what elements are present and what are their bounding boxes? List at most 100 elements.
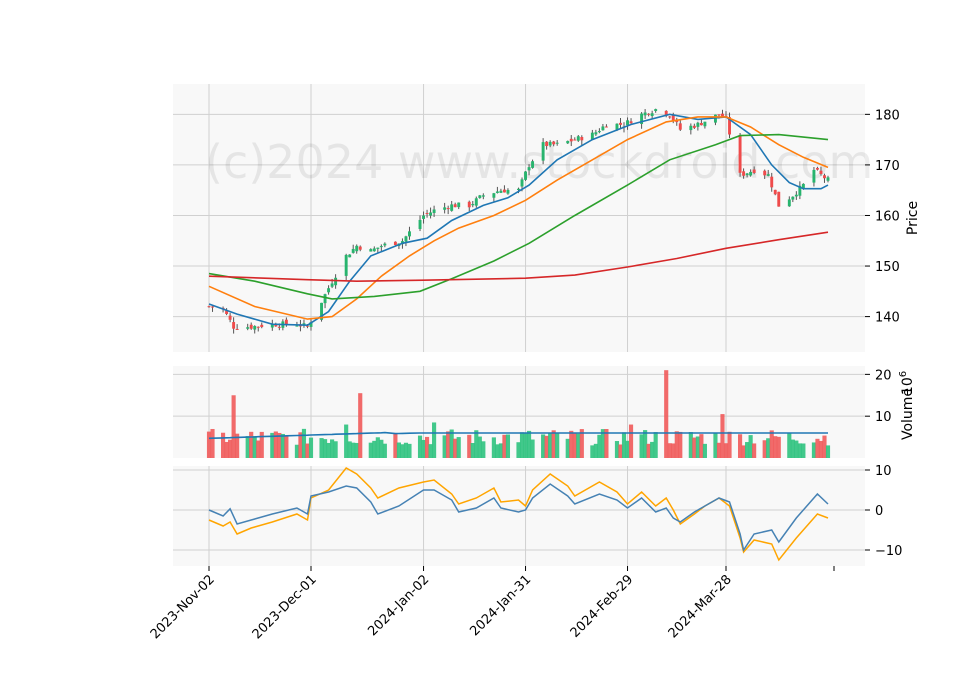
volume-bar <box>720 414 725 458</box>
candle-body <box>232 322 236 329</box>
candle <box>626 117 629 130</box>
candle-body <box>689 125 693 131</box>
volume-bar <box>477 436 482 458</box>
candle-body <box>826 177 830 181</box>
candle-body <box>791 196 795 200</box>
candle-body <box>274 324 278 327</box>
candle <box>668 115 672 119</box>
volume-bar <box>259 431 264 458</box>
volume-bar <box>228 439 233 458</box>
volume-bar <box>671 443 676 458</box>
candle <box>369 248 373 252</box>
candle-body <box>379 246 383 248</box>
candle <box>327 285 331 295</box>
candle-body <box>499 190 503 193</box>
volume-axis-label: Volume <box>900 388 916 440</box>
candle <box>207 305 211 308</box>
candle <box>569 135 573 147</box>
volume-bar <box>614 441 620 458</box>
candle <box>348 254 352 258</box>
volume-bar <box>752 443 757 458</box>
candle-body <box>640 113 644 124</box>
price-axis-label: Price <box>905 201 921 235</box>
candle <box>506 188 510 195</box>
candle-body <box>643 112 647 116</box>
volume-bar <box>358 393 363 458</box>
candle <box>457 202 461 210</box>
candle-body <box>812 169 816 183</box>
candle-body <box>351 248 355 253</box>
panel-1-background <box>173 84 865 352</box>
candle <box>302 319 306 328</box>
candle <box>601 123 605 131</box>
volume-bar <box>639 434 644 458</box>
candle-body <box>823 175 826 179</box>
candle <box>478 194 482 199</box>
y-tick-label: 160 <box>875 209 900 224</box>
candle-body <box>443 207 447 210</box>
candle-body <box>692 125 696 128</box>
candle-body <box>696 122 700 127</box>
volume-bar <box>305 443 310 458</box>
y-tick-label: 150 <box>875 260 900 275</box>
candle <box>383 242 387 248</box>
candle-body <box>330 283 334 287</box>
candle-body <box>383 243 387 246</box>
candle-body <box>766 174 770 176</box>
volume-exponent-label: 106 <box>898 371 916 395</box>
candle <box>619 118 622 130</box>
candle-body <box>541 142 545 161</box>
volume-bar <box>393 433 398 458</box>
volume-bar <box>815 438 820 458</box>
candle-body <box>580 137 584 141</box>
candle-body <box>492 193 496 198</box>
candle-body <box>228 315 232 320</box>
candle-body <box>295 325 299 327</box>
candle-body <box>520 179 524 187</box>
volume-bar <box>664 370 669 458</box>
candle-body <box>566 140 570 144</box>
candle-body <box>393 241 397 246</box>
candle <box>643 109 647 119</box>
volume-bar <box>280 433 285 458</box>
candle <box>815 166 819 171</box>
candle-body <box>253 326 257 330</box>
candle <box>502 185 506 193</box>
candle-body <box>770 176 774 188</box>
candle <box>432 205 436 217</box>
volume-bar <box>678 431 683 458</box>
volume-bar <box>604 429 609 458</box>
volume-bar <box>688 432 693 458</box>
candle <box>323 293 327 309</box>
candle-body <box>548 141 552 146</box>
volume-bar <box>579 429 584 458</box>
candle-body <box>481 195 485 197</box>
candle <box>752 166 756 175</box>
volume-bar <box>621 432 627 458</box>
candle <box>812 166 816 187</box>
y-tick-label: 10 <box>875 464 892 479</box>
volume-bar <box>424 436 430 458</box>
candle-body <box>372 248 376 252</box>
volume-bar <box>565 438 570 458</box>
candle <box>355 244 359 254</box>
volume-bar <box>695 436 700 458</box>
candle-body <box>277 326 281 328</box>
candle-body <box>457 202 461 208</box>
candle-body <box>664 110 668 116</box>
candle-body <box>615 123 619 130</box>
volume-bar <box>797 443 802 458</box>
candle <box>425 209 429 218</box>
volume-bar <box>576 433 581 458</box>
moving-average-line-2 <box>208 116 829 320</box>
volume-bar <box>625 440 630 458</box>
volume-bar <box>600 429 605 458</box>
candle-body <box>323 294 327 304</box>
candle-body <box>801 183 805 189</box>
moving-average-lines <box>208 113 829 327</box>
candle <box>692 123 696 129</box>
volume-bar <box>294 444 299 458</box>
y-tick-label: 10 <box>875 410 892 425</box>
candle <box>334 274 338 289</box>
